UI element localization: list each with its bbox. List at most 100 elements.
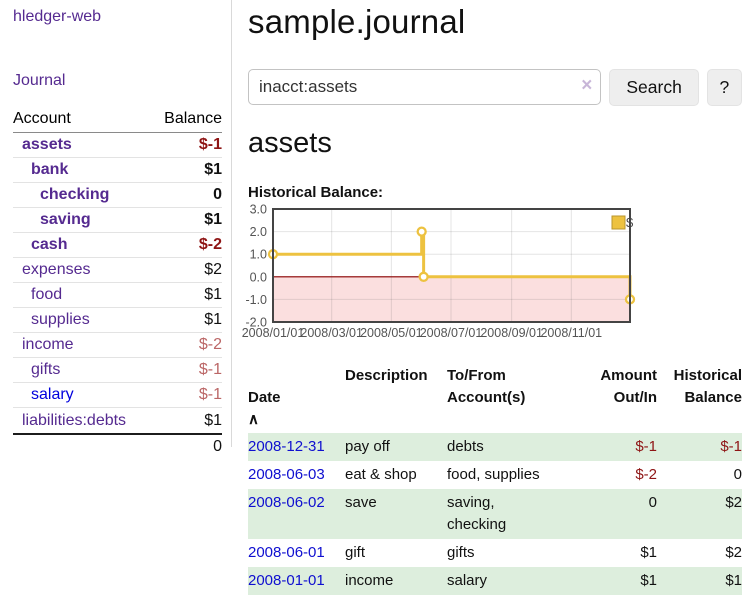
account-balance: $2 [204, 261, 222, 278]
accounts-table-header: Account Balance [13, 106, 222, 133]
accounts-table: Account Balance assets $-1 bank $1 check… [13, 106, 222, 459]
transaction-balance: $2 [725, 494, 742, 511]
transaction-accounts: salary [447, 572, 488, 589]
svg-text:2008/09/01: 2008/09/01 [480, 326, 543, 340]
account-heading: assets [248, 127, 332, 159]
account-row: supplies $1 [13, 308, 222, 333]
chart-label: Historical Balance: [248, 184, 384, 201]
account-row: bank $1 [13, 158, 222, 183]
transaction-accounts: saving, checking [447, 494, 507, 533]
account-link-supplies[interactable]: supplies [31, 311, 90, 328]
register-header-row: Date ∧ Description To/From Account(s) Am… [248, 363, 742, 433]
transaction-date-link[interactable]: 2008-06-03 [248, 466, 325, 483]
account-link-bank[interactable]: bank [31, 161, 69, 178]
account-balance: 0 [213, 186, 222, 203]
transaction-balance: 0 [733, 466, 742, 483]
accounts-total-row: 0 [13, 433, 222, 459]
account-row: gifts $-1 [13, 358, 222, 383]
sort-asc-icon: ∧ [248, 411, 259, 428]
register-row[interactable]: 2008-06-02 save saving, checking 0 $2 [248, 489, 742, 539]
svg-text:$: $ [626, 215, 634, 230]
account-balance: $1 [204, 286, 222, 303]
chart-canvas: $3.0 2.0 1.0 0.0 -1.0 -2.02008/01/012008/03/0… [242, 203, 636, 340]
svg-text:2008/01/01: 2008/01/01 [242, 326, 305, 340]
account-link-checking[interactable]: checking [40, 186, 110, 203]
account-link-income[interactable]: income [22, 336, 74, 353]
account-link-salary[interactable]: salary [31, 386, 74, 403]
account-balance: $1 [204, 211, 222, 228]
register-row[interactable]: 2008-12-31 pay off debts $-1 $-1 [248, 433, 742, 461]
svg-text:0.0: 0.0 [250, 270, 267, 284]
register-row[interactable]: 2008-06-01 gift gifts $1 $2 [248, 539, 742, 567]
accounts-header-account: Account [13, 110, 71, 127]
transaction-amount: 0 [648, 494, 657, 511]
clear-search-icon[interactable]: × [581, 75, 593, 96]
transaction-description: pay off [345, 438, 390, 455]
account-row: cash $-2 [13, 233, 222, 258]
svg-text:1.0: 1.0 [250, 248, 267, 262]
svg-text:2008/05/01: 2008/05/01 [360, 326, 423, 340]
transaction-date-link[interactable]: 2008-06-01 [248, 544, 325, 561]
sidebar-item-journal[interactable]: Journal [13, 72, 66, 89]
svg-text:2008/07/01: 2008/07/01 [420, 326, 483, 340]
transaction-accounts: gifts [447, 544, 475, 561]
svg-text:2008/03/01: 2008/03/01 [300, 326, 363, 340]
account-balance: $-2 [198, 336, 222, 353]
account-link-assets[interactable]: assets [22, 136, 72, 153]
search-button[interactable]: Search [609, 69, 699, 106]
account-link-saving[interactable]: saving [40, 211, 91, 228]
register-row[interactable]: 2008-06-03 eat & shop food, supplies $-2… [248, 461, 742, 489]
transaction-date-link[interactable]: 2008-06-02 [248, 494, 325, 511]
account-row: expenses $2 [13, 258, 222, 283]
accounts-total-value: 0 [213, 438, 222, 455]
svg-text:-2.0: -2.0 [245, 316, 267, 330]
header-date[interactable]: Date ∧ [248, 363, 345, 433]
transaction-description: gift [345, 544, 366, 561]
header-to-from-accounts: To/From Account(s) [447, 367, 526, 406]
header-historical-balance: Historical Balance [673, 367, 742, 406]
transaction-balance: $-1 [720, 438, 742, 455]
account-balance: $-1 [198, 386, 222, 403]
account-link-expenses[interactable]: expenses [22, 261, 91, 278]
account-balance: $-1 [198, 361, 222, 378]
account-balance: $-1 [198, 136, 222, 153]
header-date-label: Date [248, 389, 281, 406]
transaction-description: save [345, 494, 377, 511]
search-input[interactable] [248, 69, 602, 105]
transaction-accounts: debts [447, 438, 484, 455]
transaction-date-link[interactable]: 2008-01-01 [248, 572, 325, 589]
account-link-cash[interactable]: cash [31, 236, 68, 253]
account-row: liabilities:debts $1 [13, 408, 222, 433]
account-balance: $1 [204, 411, 222, 429]
accounts-header-balance: Balance [164, 110, 222, 127]
account-link-food[interactable]: food [31, 286, 63, 303]
header-amount-out-in: Amount Out/In [600, 367, 657, 406]
account-balance: $1 [204, 311, 222, 328]
historical-balance-chart: $3.0 2.0 1.0 0.0 -1.0 -2.0 2008/01/01 2008/03/0… [240, 203, 638, 345]
svg-text:-1.0: -1.0 [245, 293, 267, 307]
register-table: Date ∧ Description To/From Account(s) Am… [248, 363, 742, 595]
account-balance: $-2 [198, 236, 222, 253]
sidebar: hledger-web Journal Account Balance asse… [0, 0, 232, 455]
help-button[interactable]: ? [706, 69, 742, 106]
transaction-amount: $1 [640, 544, 657, 561]
transaction-balance: $2 [725, 544, 742, 561]
account-link-liabilities-debts[interactable]: liabilities:debts [22, 411, 127, 429]
account-row: assets $-1 [13, 133, 222, 158]
svg-text:3.0: 3.0 [250, 203, 267, 217]
transaction-description: income [345, 572, 394, 589]
transaction-date-link[interactable]: 2008-12-31 [248, 438, 325, 455]
account-row: food $1 [13, 283, 222, 308]
svg-text:2.0: 2.0 [250, 225, 267, 239]
account-link-gifts[interactable]: gifts [31, 361, 61, 378]
transaction-accounts: food, supplies [447, 466, 540, 483]
account-row: salary $-1 [13, 383, 222, 408]
app-brand-link[interactable]: hledger-web [13, 8, 102, 25]
register-row[interactable]: 2008-01-01 income salary $1 $1 [248, 567, 742, 595]
account-row: saving $1 [13, 208, 222, 233]
search-form: × Search ? [248, 69, 742, 106]
page-title: sample.journal [248, 3, 466, 40]
header-description: Description [345, 367, 428, 384]
transaction-description: eat & shop [345, 466, 417, 483]
transaction-amount: $-1 [635, 438, 657, 455]
